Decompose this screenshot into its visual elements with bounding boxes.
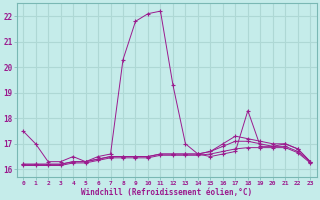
X-axis label: Windchill (Refroidissement éolien,°C): Windchill (Refroidissement éolien,°C) [81, 188, 252, 197]
